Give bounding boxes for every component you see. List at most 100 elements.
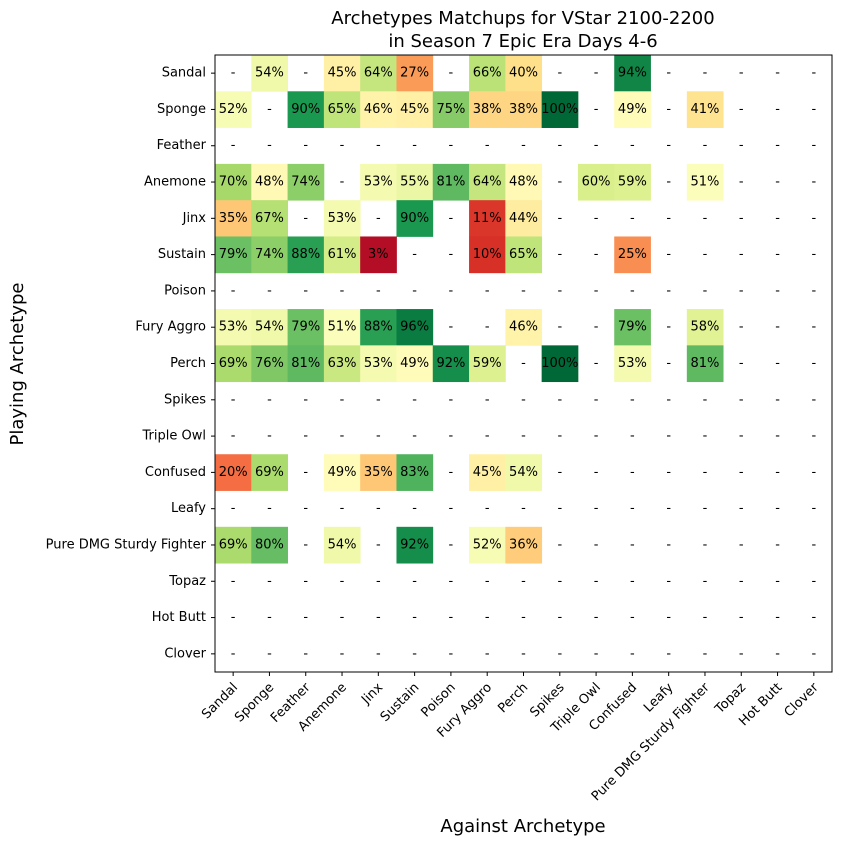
cell-label-clover-vs-perch: - xyxy=(521,646,526,661)
cell-label-clover-vs-pure-dmg-sturdy-fighter: - xyxy=(703,646,708,661)
cell-label-jinx-vs-sponge: 67% xyxy=(255,211,284,226)
heatmap-cell-anemone-vs-perch xyxy=(505,163,543,201)
cell-label-confused-vs-leafy: - xyxy=(666,465,671,480)
cell-label-sustain-vs-sandal: 79% xyxy=(219,247,248,262)
cell-label-jinx-vs-triple-owl: - xyxy=(594,211,599,226)
cell-label-sponge-vs-fury-aggro: 38% xyxy=(473,102,502,117)
cell-label-sandal-vs-clover: - xyxy=(812,66,817,81)
cell-label-pure-dmg-sturdy-fighter-vs-triple-owl: - xyxy=(594,537,599,552)
cell-label-triple-owl-vs-hot-butt: - xyxy=(775,429,780,444)
cell-label-poison-vs-sponge: - xyxy=(267,283,272,298)
cell-label-pure-dmg-sturdy-fighter-vs-clover: - xyxy=(812,537,817,552)
cell-label-leafy-vs-perch: - xyxy=(521,501,526,516)
cell-label-sponge-vs-clover: - xyxy=(812,102,817,117)
heatmap-cell-sponge-vs-jinx xyxy=(360,91,397,128)
cell-label-hot-butt-vs-poison: - xyxy=(449,610,454,625)
cell-label-topaz-vs-hot-butt: - xyxy=(775,574,780,589)
cell-label-topaz-vs-leafy: - xyxy=(666,574,671,589)
y-tick-label-sustain: Sustain xyxy=(158,247,206,262)
cell-label-leafy-vs-spikes: - xyxy=(557,501,562,516)
cell-label-pure-dmg-sturdy-fighter-vs-perch: 36% xyxy=(509,537,538,552)
cell-label-hot-butt-vs-spikes: - xyxy=(557,610,562,625)
cell-label-topaz-vs-poison: - xyxy=(449,574,454,589)
cell-label-perch-vs-feather: 81% xyxy=(291,356,320,371)
cell-label-sponge-vs-poison: 75% xyxy=(436,102,465,117)
heatmap-cell-confused-vs-fury-aggro xyxy=(469,454,506,491)
chart-title-line-2: in Season 7 Epic Era Days 4-6 xyxy=(388,31,657,52)
cell-label-leafy-vs-jinx: - xyxy=(376,501,381,516)
y-tick-label-confused: Confused xyxy=(145,465,206,480)
cell-label-triple-owl-vs-leafy: - xyxy=(666,429,671,444)
cell-label-sustain-vs-topaz: - xyxy=(739,247,744,262)
cell-label-clover-vs-fury-aggro: - xyxy=(485,646,490,661)
cell-label-confused-vs-poison: - xyxy=(449,465,454,480)
cell-label-triple-owl-vs-feather: - xyxy=(303,429,308,444)
cell-label-anemone-vs-confused: 59% xyxy=(618,175,647,190)
x-tick-label-clover: Clover xyxy=(782,680,823,721)
cell-label-topaz-vs-sustain: - xyxy=(412,574,417,589)
heatmap-cell-anemone-vs-sustain xyxy=(396,163,434,201)
cell-label-clover-vs-leafy: - xyxy=(666,646,671,661)
cell-label-perch-vs-jinx: 53% xyxy=(364,356,393,371)
cell-label-perch-vs-poison: 92% xyxy=(436,356,465,371)
cell-label-triple-owl-vs-fury-aggro: - xyxy=(485,429,490,444)
y-tick-label-sandal: Sandal xyxy=(162,66,206,81)
cell-label-sustain-vs-confused: 25% xyxy=(618,247,647,262)
cell-label-jinx-vs-confused: - xyxy=(630,211,635,226)
heatmap-cell-perch-vs-confused xyxy=(614,345,651,383)
cell-label-triple-owl-vs-sponge: - xyxy=(267,429,272,444)
cell-label-feather-vs-anemone: - xyxy=(340,138,345,153)
heatmap-cell-anemone-vs-jinx xyxy=(360,163,397,201)
cell-label-topaz-vs-topaz: - xyxy=(739,574,744,589)
y-tick-label-clover: Clover xyxy=(164,646,206,661)
y-tick-label-feather: Feather xyxy=(157,138,207,153)
heatmap-cell-perch-vs-poison xyxy=(432,345,470,383)
cell-label-anemone-vs-pure-dmg-sturdy-fighter: 51% xyxy=(691,175,720,190)
cell-label-topaz-vs-anemone: - xyxy=(340,574,345,589)
cell-label-triple-owl-vs-perch: - xyxy=(521,429,526,444)
cell-label-anemone-vs-triple-owl: 60% xyxy=(582,175,611,190)
heatmap-cell-fury-aggro-vs-sponge xyxy=(251,309,288,346)
cell-label-poison-vs-sandal: - xyxy=(231,283,236,298)
cell-label-perch-vs-anemone: 63% xyxy=(328,356,357,371)
cell-label-sponge-vs-topaz: - xyxy=(739,102,744,117)
cell-label-perch-vs-topaz: - xyxy=(739,356,744,371)
cell-label-confused-vs-topaz: - xyxy=(739,465,744,480)
cell-label-sponge-vs-triple-owl: - xyxy=(594,102,599,117)
cell-label-poison-vs-feather: - xyxy=(303,283,308,298)
cell-label-spikes-vs-sustain: - xyxy=(412,392,417,407)
heatmap-cell-perch-vs-pure-dmg-sturdy-fighter xyxy=(686,345,724,383)
cell-label-jinx-vs-anemone: 53% xyxy=(328,211,357,226)
cell-label-sustain-vs-perch: 65% xyxy=(509,247,538,262)
cell-label-anemone-vs-leafy: - xyxy=(666,175,671,190)
cell-label-poison-vs-poison: - xyxy=(449,283,454,298)
heatmap-cell-sponge-vs-fury-aggro xyxy=(469,91,506,128)
cell-label-feather-vs-spikes: - xyxy=(557,138,562,153)
cell-label-jinx-vs-pure-dmg-sturdy-fighter: - xyxy=(703,211,708,226)
cell-label-topaz-vs-spikes: - xyxy=(557,574,562,589)
cell-label-pure-dmg-sturdy-fighter-vs-sandal: 69% xyxy=(219,537,248,552)
cell-label-spikes-vs-poison: - xyxy=(449,392,454,407)
cell-label-leafy-vs-topaz: - xyxy=(739,501,744,516)
cell-label-sponge-vs-spikes: 100% xyxy=(541,102,578,117)
cell-label-poison-vs-pure-dmg-sturdy-fighter: - xyxy=(703,283,708,298)
cell-label-jinx-vs-hot-butt: - xyxy=(775,211,780,226)
y-tick-label-fury-aggro: Fury Aggro xyxy=(135,320,206,335)
heatmap-cell-pure-dmg-sturdy-fighter-vs-anemone xyxy=(323,526,361,564)
cell-label-clover-vs-jinx: - xyxy=(376,646,381,661)
cell-label-sandal-vs-poison: - xyxy=(449,66,454,81)
cell-label-spikes-vs-triple-owl: - xyxy=(594,392,599,407)
cell-label-sustain-vs-clover: - xyxy=(812,247,817,262)
cell-label-triple-owl-vs-poison: - xyxy=(449,429,454,444)
heatmap-cell-anemone-vs-pure-dmg-sturdy-fighter xyxy=(686,163,724,201)
heatmap-cell-confused-vs-anemone xyxy=(323,454,361,491)
heatmap-cell-anemone-vs-sponge xyxy=(251,163,288,201)
cell-label-spikes-vs-fury-aggro: - xyxy=(485,392,490,407)
cell-label-hot-butt-vs-triple-owl: - xyxy=(594,610,599,625)
cell-label-pure-dmg-sturdy-fighter-vs-fury-aggro: 52% xyxy=(473,537,502,552)
cell-label-hot-butt-vs-hot-butt: - xyxy=(775,610,780,625)
heatmap-cell-sponge-vs-poison xyxy=(432,91,470,128)
cell-label-fury-aggro-vs-feather: 79% xyxy=(291,320,320,335)
cell-label-poison-vs-topaz: - xyxy=(739,283,744,298)
cell-label-hot-butt-vs-fury-aggro: - xyxy=(485,610,490,625)
